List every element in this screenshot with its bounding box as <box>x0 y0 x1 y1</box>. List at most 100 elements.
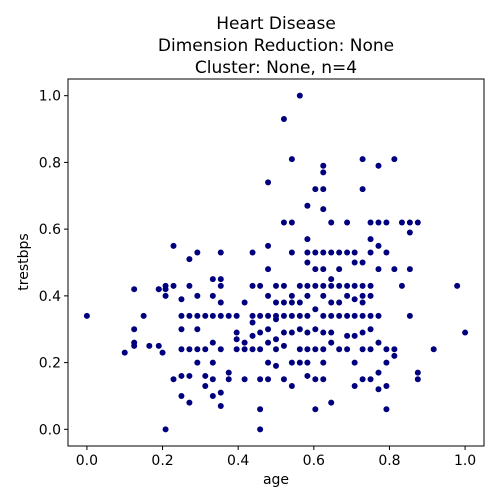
data-point <box>257 376 264 383</box>
data-point <box>194 249 201 256</box>
data-point <box>280 282 287 289</box>
data-point <box>320 186 327 193</box>
data-point <box>241 346 248 353</box>
data-point <box>344 219 351 226</box>
data-point <box>328 329 335 336</box>
chart-title-line-3: Cluster: None, n=4 <box>195 58 357 78</box>
data-point <box>328 299 335 306</box>
data-point <box>344 346 351 353</box>
data-point <box>328 339 335 346</box>
data-point <box>398 282 405 289</box>
data-point <box>257 406 264 413</box>
data-point <box>359 346 366 353</box>
data-point <box>328 276 335 283</box>
data-point <box>304 202 311 209</box>
data-point <box>454 282 461 289</box>
data-point <box>257 329 264 336</box>
data-point <box>273 299 279 306</box>
data-point <box>312 306 319 313</box>
chart-title-line-1: Heart Disease <box>216 14 336 34</box>
data-point <box>375 242 382 249</box>
data-point <box>406 229 413 236</box>
data-point <box>391 352 398 359</box>
data-point <box>304 259 311 266</box>
points-layer <box>83 92 469 433</box>
data-point <box>328 399 335 406</box>
data-point <box>320 206 327 213</box>
data-point <box>265 242 272 249</box>
data-point <box>336 346 343 353</box>
data-point <box>209 292 216 299</box>
data-point <box>265 376 272 383</box>
data-point <box>186 399 193 406</box>
x-tick-label: 0.8 <box>378 453 400 469</box>
data-point <box>367 312 374 319</box>
data-point <box>249 312 256 319</box>
data-point <box>320 359 327 366</box>
data-point <box>320 329 327 336</box>
data-point <box>312 186 319 193</box>
data-point <box>351 296 358 303</box>
data-point <box>351 282 358 289</box>
data-point <box>280 116 287 123</box>
data-point <box>170 242 177 249</box>
data-point <box>202 382 209 389</box>
data-point <box>328 219 335 226</box>
data-point <box>209 392 216 399</box>
data-point <box>131 326 138 333</box>
data-point <box>320 169 327 176</box>
data-point <box>265 326 272 333</box>
data-point <box>280 312 287 319</box>
data-point <box>194 346 201 353</box>
data-point <box>351 259 358 266</box>
data-point <box>249 346 256 353</box>
data-point <box>391 346 398 353</box>
y-tick-label: 0.6 <box>39 222 61 238</box>
data-point <box>280 219 287 226</box>
data-point <box>383 346 390 353</box>
data-point <box>344 312 351 319</box>
data-point <box>131 286 138 293</box>
data-point <box>209 376 216 383</box>
chart-title-line-2: Dimension Reduction: None <box>158 36 394 56</box>
data-point <box>351 312 358 319</box>
data-point <box>178 392 185 399</box>
data-point <box>304 282 311 289</box>
data-point <box>225 376 232 383</box>
data-point <box>217 402 224 409</box>
data-point <box>367 376 374 383</box>
data-point <box>304 292 311 299</box>
data-point <box>383 249 390 256</box>
data-point <box>312 249 319 256</box>
data-point <box>367 326 374 333</box>
data-point <box>336 312 343 319</box>
data-point <box>288 312 295 319</box>
data-point <box>312 346 319 353</box>
data-point <box>249 249 256 256</box>
data-point <box>383 219 390 226</box>
data-point <box>344 292 351 299</box>
data-point <box>225 312 232 319</box>
data-point <box>320 376 327 383</box>
data-point <box>351 332 358 339</box>
data-point <box>320 346 327 353</box>
data-point <box>217 249 224 256</box>
data-point <box>359 282 366 289</box>
data-point <box>296 312 303 319</box>
data-point <box>367 249 374 256</box>
x-tick-label: 0.4 <box>227 453 249 469</box>
y-tick-label: 0.4 <box>39 289 61 305</box>
data-point <box>296 326 303 333</box>
data-point <box>383 406 390 413</box>
data-point <box>288 156 295 163</box>
data-point <box>351 359 358 366</box>
data-point <box>367 219 374 226</box>
data-point <box>241 339 248 346</box>
x-axis: 0.0 0.2 0.4 0.6 0.8 1.0 <box>76 446 476 469</box>
data-point <box>233 329 240 336</box>
data-point <box>367 282 374 289</box>
data-point <box>265 266 272 273</box>
data-point <box>186 282 193 289</box>
data-point <box>336 249 343 256</box>
data-point <box>406 312 413 319</box>
